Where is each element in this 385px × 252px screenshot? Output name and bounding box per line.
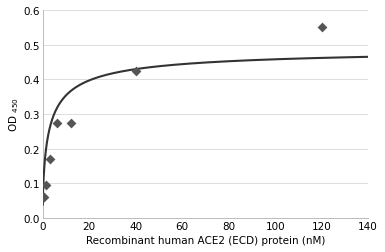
Point — [47, 158, 53, 162]
Point — [43, 183, 49, 187]
Point — [40, 196, 47, 200]
Point — [133, 69, 139, 73]
Point — [319, 26, 325, 30]
X-axis label: Recombinant human ACE2 (ECD) protein (nM): Recombinant human ACE2 (ECD) protein (nM… — [86, 235, 325, 245]
Point — [54, 121, 60, 125]
Point — [68, 121, 74, 125]
Y-axis label: OD $_{450}$: OD $_{450}$ — [7, 97, 21, 132]
Point — [41, 196, 47, 200]
